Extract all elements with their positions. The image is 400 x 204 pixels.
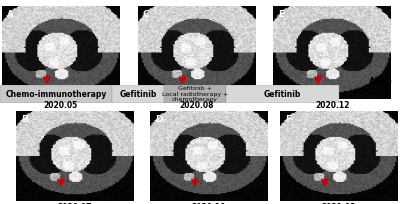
Bar	[0, 85, 112, 103]
Text: 2020.08: 2020.08	[179, 101, 214, 110]
Text: 2020.12: 2020.12	[315, 101, 349, 110]
Text: 2021.03: 2021.03	[322, 203, 356, 204]
Text: Alive: Alive	[369, 77, 393, 86]
Text: Gefitinib: Gefitinib	[119, 90, 157, 99]
Bar	[112, 85, 164, 103]
Text: Gefitinib +
Local radiotherapy +
chemotherapy: Gefitinib + Local radiotherapy + chemoth…	[162, 86, 228, 102]
Text: F: F	[285, 115, 291, 124]
Text: B: B	[21, 115, 28, 124]
Text: E: E	[278, 10, 284, 19]
Text: Chemo-immunotherapy: Chemo-immunotherapy	[6, 90, 107, 99]
Bar	[226, 85, 338, 103]
Text: 2020.07: 2020.07	[58, 203, 92, 204]
Text: C: C	[142, 10, 149, 19]
Text: 2020.05: 2020.05	[44, 101, 78, 110]
Bar	[164, 85, 226, 103]
Text: D: D	[155, 115, 162, 124]
Text: Gefitinib: Gefitinib	[264, 90, 301, 99]
Text: A: A	[7, 10, 14, 19]
Text: 2020.10: 2020.10	[192, 203, 226, 204]
